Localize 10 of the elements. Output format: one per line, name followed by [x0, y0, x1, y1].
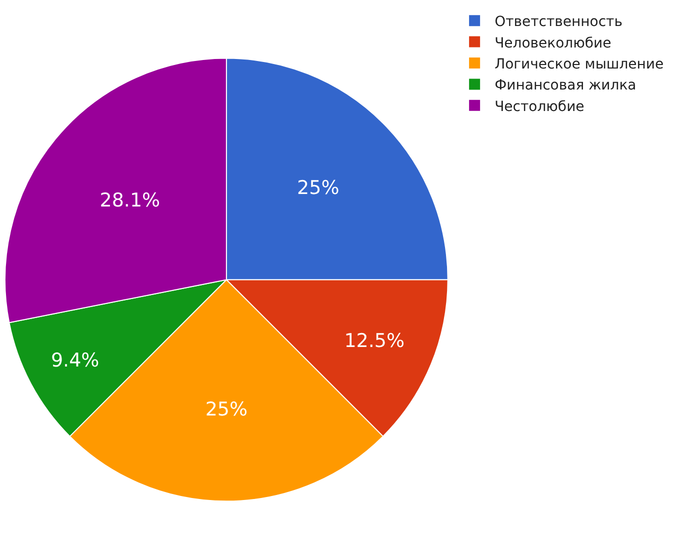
- legend-label: Человеколюбие: [494, 35, 612, 52]
- data-label: 12.5%: [344, 330, 405, 352]
- legend-label: Логическое мышление: [494, 56, 664, 72]
- data-label: 25%: [297, 177, 340, 199]
- data-label: 28.1%: [100, 189, 160, 212]
- legend-label: Ответственность: [494, 14, 622, 30]
- legend-label: Честолюбие: [494, 98, 584, 115]
- data-label: 25%: [205, 398, 248, 420]
- legend-label: Финансовая жилка: [494, 78, 636, 94]
- data-label: 9.4%: [50, 349, 100, 372]
